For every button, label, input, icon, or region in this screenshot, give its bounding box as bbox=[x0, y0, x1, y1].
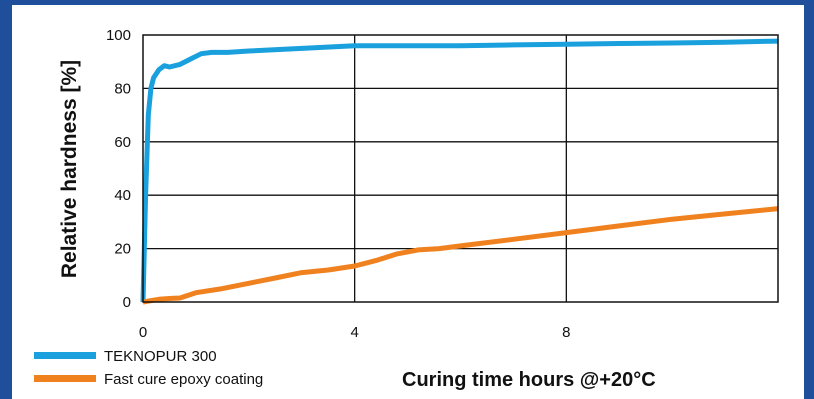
y-tick-label: 80 bbox=[114, 80, 131, 97]
series-line-0 bbox=[140, 38, 779, 303]
plot-frame bbox=[142, 34, 779, 303]
y-tick-label: 100 bbox=[106, 27, 131, 44]
hardness-chart: 0 20 40 60 80 100 0 4 8 Relative hardness [%] Cu… bbox=[34, 27, 779, 391]
y-tick-label: 40 bbox=[114, 187, 131, 204]
legend-label-epoxy: Fast cure epoxy coating bbox=[104, 371, 263, 388]
series-line-1 bbox=[142, 206, 779, 305]
y-axis-title: Relative hardness [%] bbox=[58, 60, 81, 278]
x-axis-title: Curing time hours @+20°C bbox=[402, 369, 656, 391]
legend: TEKNOPUR 300 Fast cure epoxy coating bbox=[34, 348, 263, 388]
x-tick-label: 8 bbox=[562, 324, 570, 341]
y-tick-label: 60 bbox=[114, 134, 131, 151]
chart-panel: 0 20 40 60 80 100 0 4 8 Relative hardness [%] Cu… bbox=[12, 5, 804, 399]
x-tick-label: 0 bbox=[139, 324, 147, 341]
legend-label-teknopur: TEKNOPUR 300 bbox=[104, 348, 217, 365]
grid bbox=[143, 35, 778, 302]
series-lines bbox=[140, 38, 779, 305]
legend-swatch-teknopur bbox=[34, 352, 96, 359]
y-tick-label: 0 bbox=[123, 294, 131, 311]
axis-ticks: 0 20 40 60 80 100 0 4 8 bbox=[106, 27, 571, 341]
legend-swatch-epoxy bbox=[34, 375, 96, 382]
x-tick-label: 4 bbox=[350, 324, 358, 341]
y-tick-label: 20 bbox=[114, 241, 131, 258]
